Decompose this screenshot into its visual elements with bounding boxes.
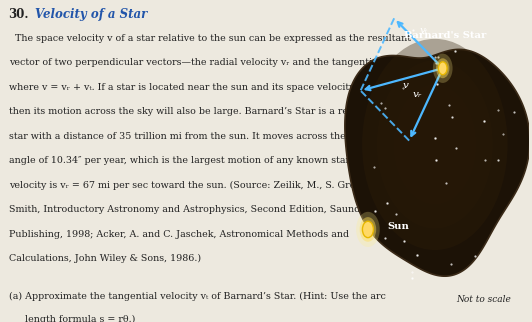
Text: Publishing, 1998; Acker, A. and C. Jaschek, Astronomical Methods and: Publishing, 1998; Acker, A. and C. Jasch… <box>9 230 349 239</box>
Ellipse shape <box>394 84 476 204</box>
Ellipse shape <box>362 39 508 250</box>
Text: angle of 10.34″ per year, which is the largest motion of any known star. Its rad: angle of 10.34″ per year, which is the l… <box>9 156 398 165</box>
Text: vₜ: vₜ <box>419 25 428 34</box>
Circle shape <box>438 62 447 75</box>
Text: star with a distance of 35 trillion mi from the sun. It moves across the sky thr: star with a distance of 35 trillion mi f… <box>9 132 421 141</box>
Text: then its motion across the sky will also be large. Barnard’s Star is a relativel: then its motion across the sky will also… <box>9 107 410 116</box>
Text: Barnard's Star: Barnard's Star <box>403 32 486 41</box>
Text: Calculations, John Wiley & Sons, 1986.): Calculations, John Wiley & Sons, 1986.) <box>9 254 201 263</box>
Text: Not to scale: Not to scale <box>456 295 511 304</box>
Circle shape <box>362 221 373 238</box>
Text: vᵣ: vᵣ <box>413 90 422 99</box>
Text: (a) Approximate the tangential velocity vₜ of Barnard’s Star. (Hint: Use the arc: (a) Approximate the tangential velocity … <box>9 291 386 300</box>
Circle shape <box>433 54 453 83</box>
Polygon shape <box>345 49 530 276</box>
Text: length formula s = rθ.): length formula s = rθ.) <box>25 315 136 322</box>
Text: Smith, Introductory Astronomy and Astrophysics, Second Edition, Saunders College: Smith, Introductory Astronomy and Astrop… <box>9 205 414 214</box>
Text: 30.: 30. <box>9 8 29 21</box>
Circle shape <box>360 217 376 242</box>
Circle shape <box>356 212 380 247</box>
Text: Velocity of a Star: Velocity of a Star <box>35 8 147 21</box>
Text: v: v <box>403 81 409 90</box>
Text: Sun: Sun <box>388 222 410 231</box>
Text: The space velocity v of a star relative to the sun can be expressed as the resul: The space velocity v of a star relative … <box>9 34 411 43</box>
Text: where v = vᵣ + vₜ. If a star is located near the sun and its space velocity is l: where v = vᵣ + vₜ. If a star is located … <box>9 83 396 92</box>
Circle shape <box>436 58 450 78</box>
Text: vector of two perpendicular vectors—the radial velocity vᵣ and the tangential ve: vector of two perpendicular vectors—the … <box>9 58 434 67</box>
Text: velocity is vᵣ = 67 mi per sec toward the sun. (Source: Zeilik, M., S. Gregory, : velocity is vᵣ = 67 mi per sec toward th… <box>9 181 412 190</box>
Ellipse shape <box>377 61 493 228</box>
